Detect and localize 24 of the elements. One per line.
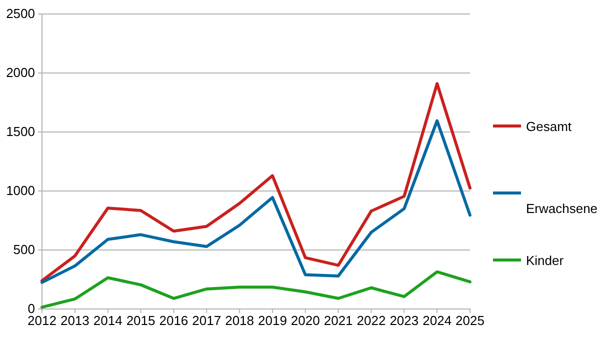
x-tick-label: 2024 xyxy=(422,313,452,328)
x-tick-label: 2022 xyxy=(356,313,386,328)
x-tick-label: 2025 xyxy=(456,313,484,328)
x-tick-label: 2014 xyxy=(93,313,122,328)
line-series xyxy=(40,119,472,284)
x-tick-label: 2019 xyxy=(258,313,287,328)
x-tick-label: 2017 xyxy=(192,313,222,328)
x-tick-label: 2018 xyxy=(225,313,254,328)
line-series xyxy=(40,270,472,309)
x-tick-label: 2020 xyxy=(290,313,320,328)
legend-label: Kinder xyxy=(526,253,564,268)
x-tick-label: 2021 xyxy=(324,313,353,328)
y-tick-label: 2500 xyxy=(6,6,35,22)
y-tick-label: 1000 xyxy=(6,183,35,198)
y-tick-label: 2000 xyxy=(6,65,35,80)
y-tick-label: 1500 xyxy=(6,124,35,140)
legend-label: Gesamt xyxy=(526,119,572,134)
text: Erwachsene xyxy=(526,201,598,216)
y-tick-label: 500 xyxy=(13,242,35,258)
x-tick-label: 2023 xyxy=(390,313,419,328)
x-tick-label: 2015 xyxy=(126,313,156,328)
x-tick-label: 2013 xyxy=(60,313,90,328)
line-series xyxy=(40,82,472,282)
x-tick-label: 2016 xyxy=(159,313,188,328)
